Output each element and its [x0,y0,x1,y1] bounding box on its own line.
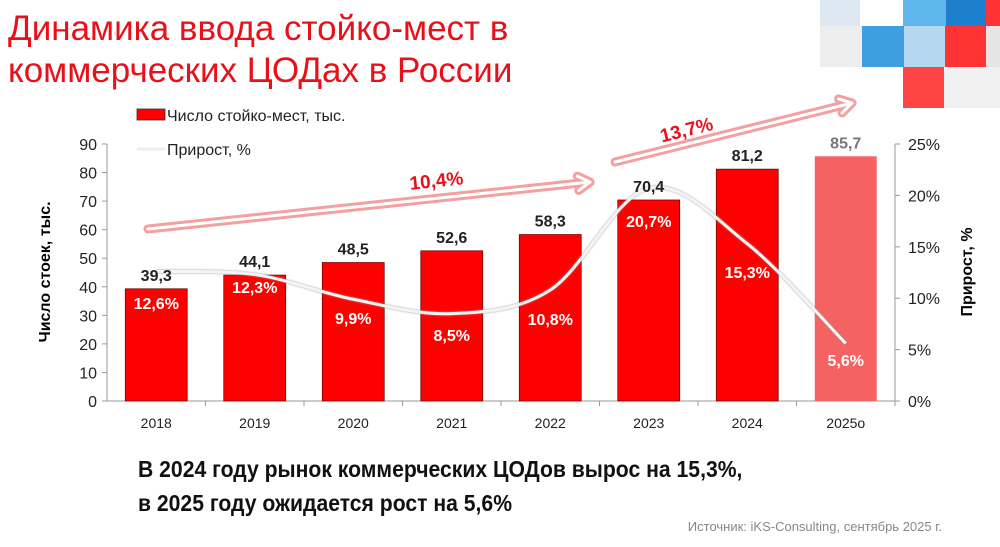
y-tick-label: 70 [79,194,97,211]
y-tick-label: 20 [79,337,97,354]
source-note: Источник: iKS-Consulting, сентябрь 2025 … [687,519,942,534]
growth-value-label: 12,6% [134,296,179,313]
x-tick-label: 2018 [141,415,172,431]
y-tick-label: 10 [79,365,97,382]
trend-arrow [143,171,595,234]
cagr-label: 10,4% [409,168,465,195]
y-tick-label: 60 [79,223,97,240]
bar-value-label: 58,3 [535,214,566,231]
y-tick-label: 30 [79,308,97,325]
y2-tick-label: 0% [908,394,931,411]
bar-value-label: 39,3 [141,268,172,285]
summary: В 2024 году рынок коммерческих ЦОДов выр… [138,452,742,520]
y-tick-label: 50 [79,251,97,268]
y-axis-label: Число стоек, тыс. [37,201,54,342]
growth-value-label: 9,9% [335,311,371,328]
bar [518,234,582,402]
x-tick-label: 2025о [826,415,865,431]
bar [420,250,484,402]
trend-arrow [610,94,857,167]
bar [814,156,877,401]
bar-value-label: 85,7 [830,135,861,152]
growth-value-label: 20,7% [626,214,671,231]
y-tick-label: 0 [88,394,97,411]
x-tick-label: 2022 [535,415,566,431]
y2-tick-label: 20% [908,188,940,205]
y2-tick-label: 15% [908,240,940,257]
title-line: коммерческих ЦОДах в России [8,51,513,90]
bar [715,168,779,402]
bar-value-label: 52,6 [436,230,467,247]
growth-value-label: 5,6% [828,353,864,370]
x-tick-label: 2024 [732,415,763,431]
y2-axis-label: Прирост, % [959,227,976,316]
bar [223,274,287,402]
growth-line [156,185,847,345]
bar [617,199,681,402]
x-tick-label: 2020 [338,415,369,431]
bar [321,262,385,402]
legend-label-bar: Число стойко-мест, тыс. [167,108,345,125]
growth-value-label: 10,8% [528,312,573,329]
bar-value-label: 81,2 [732,148,763,165]
y2-tick-label: 5% [908,343,931,360]
bar-value-label: 70,4 [633,179,664,196]
legend-label-line: Прирост, % [167,142,251,159]
x-tick-label: 2021 [436,415,467,431]
x-tick-label: 2019 [239,415,270,431]
logo-mosaic [820,0,1000,108]
y2-tick-label: 10% [908,291,940,308]
bar [124,288,188,402]
y2-tick-label: 25% [908,137,940,154]
y-tick-label: 80 [79,166,97,183]
bar-value-label: 44,1 [239,254,270,271]
legend-swatch-bar [136,108,166,121]
summary-line: В 2024 году рынок коммерческих ЦОДов выр… [138,456,743,482]
title-line: Динамика ввода стойко-мест в [8,9,509,48]
summary-line: в 2025 году ожидается рост на 5,6% [138,490,513,516]
growth-value-label: 15,3% [725,265,770,282]
legend: Число стойко-мест, тыс. Прирост, % [136,108,345,159]
y-tick-label: 40 [79,280,97,297]
x-tick-label: 2023 [633,415,664,431]
y-tick-label: 90 [79,137,97,154]
bar-value-label: 48,5 [338,242,369,259]
growth-value-label: 12,3% [232,280,277,297]
page-title: Динамика ввода стойко-мест в коммерчески… [8,8,512,92]
growth-value-label: 8,5% [434,328,470,345]
